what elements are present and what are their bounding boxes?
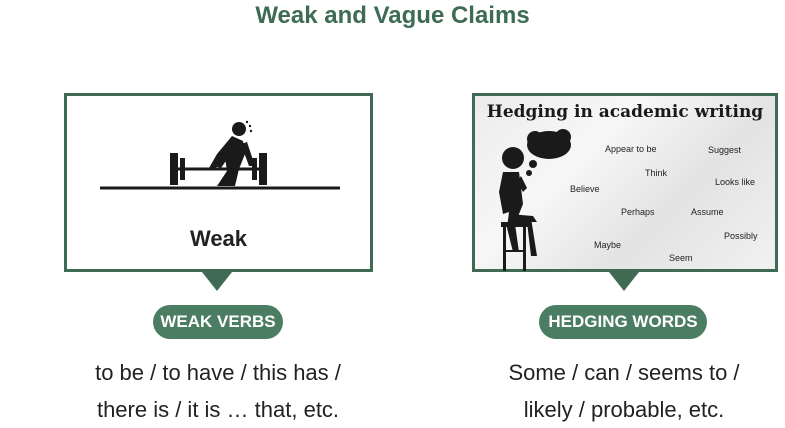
hedge-word-looks: Looks like [715, 177, 756, 187]
weak-image-label: Weak [189, 226, 248, 251]
hedging-words-line-1: Some / can / seems to / [508, 360, 740, 385]
hedge-word-believe: Believe [570, 184, 600, 194]
hedge-word-possibly: Possibly [724, 231, 758, 241]
hedging-card-pointer [609, 272, 639, 291]
weak-verbs-line-2: there is / it is … that, etc. [96, 397, 340, 422]
weightlifter-icon [100, 120, 340, 190]
hedging-image-card: Hedging in academic writing Appear to be… [472, 93, 778, 272]
hedge-word-appear: Appear to be [605, 144, 657, 154]
weak-verbs-line-1: to be / to have / this has / [95, 360, 341, 385]
hedging-words-badge: HEDGING WORDS [539, 305, 707, 339]
hedging-words-line-2: likely / probable, etc. [523, 397, 725, 422]
hedge-word-seem: Seem [669, 253, 693, 263]
hedge-word-perhaps: Perhaps [621, 207, 655, 217]
hedge-word-suggest: Suggest [708, 145, 742, 155]
thinking-person-icon [499, 129, 571, 271]
hedging-image-title: Hedging in academic writing [486, 102, 764, 122]
weak-image-card: Weak [64, 93, 373, 272]
slide-title: Weak and Vague Claims [255, 2, 530, 29]
hedge-word-maybe: Maybe [594, 240, 622, 250]
weak-verbs-badge: WEAK VERBS [153, 305, 283, 339]
weak-card-pointer [202, 272, 232, 291]
hedge-word-think: Think [645, 168, 668, 178]
hedge-word-assume: Assume [691, 207, 724, 217]
